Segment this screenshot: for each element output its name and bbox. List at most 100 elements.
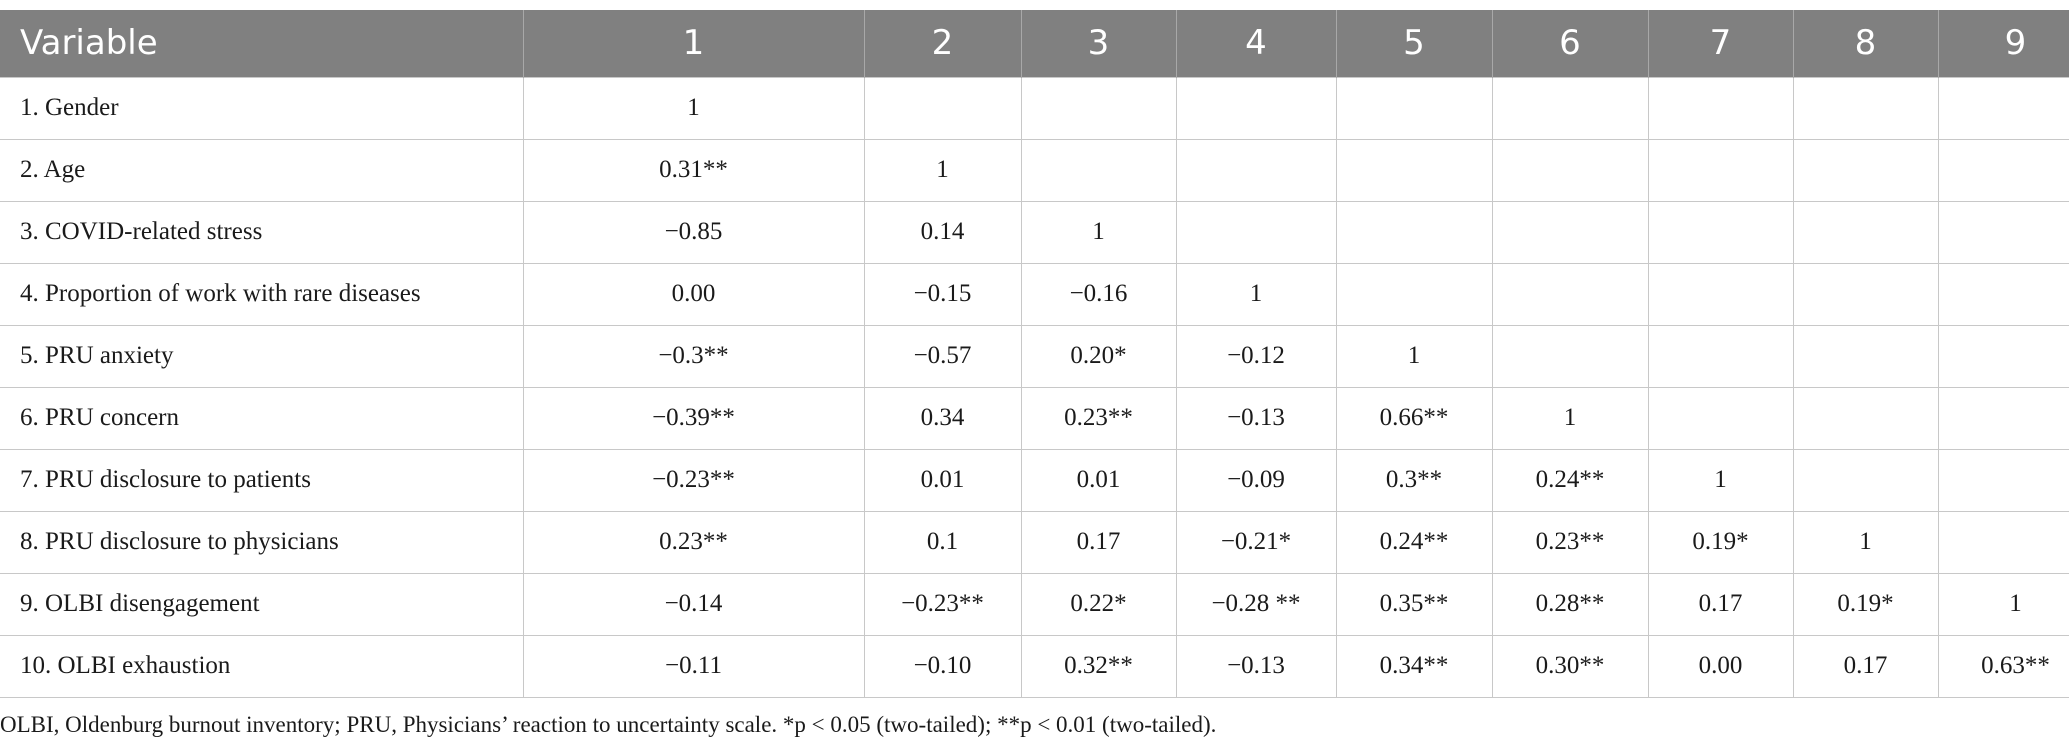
variable-name-cell: 1. Gender [0, 76, 524, 140]
correlation-cell: −0.57 [863, 324, 1022, 388]
correlation-cell [1937, 200, 2069, 264]
correlation-cell: 0.63** [1937, 634, 2069, 698]
correlation-cell [1792, 138, 1939, 202]
correlation-cell: −0.3** [522, 324, 865, 388]
variable-name-cell: 10. OLBI exhaustion [0, 634, 524, 698]
table-row: 5. PRU anxiety −0.3** −0.57 0.20* −0.12 1 [0, 324, 2069, 388]
correlation-cell: 0.00 [1647, 634, 1794, 698]
correlation-cell [1175, 200, 1337, 264]
correlation-cell: 0.17 [1792, 634, 1939, 698]
correlation-cell [1335, 262, 1493, 326]
correlation-cell: −0.21* [1175, 510, 1337, 574]
correlation-cell: 1 [1937, 572, 2069, 636]
correlation-cell: 0.14 [863, 200, 1022, 264]
table-row: 2. Age 0.31** 1 [0, 138, 2069, 202]
correlation-cell: −0.14 [522, 572, 865, 636]
variable-name-cell: 8. PRU disclosure to physicians [0, 510, 524, 574]
correlation-cell: 0.3** [1335, 448, 1493, 512]
header-row: Variable12345678910 [0, 10, 2069, 77]
correlation-cell: 0.30** [1491, 634, 1649, 698]
correlation-cell: −0.12 [1175, 324, 1337, 388]
correlation-cell [1792, 386, 1939, 450]
correlation-cell [1937, 448, 2069, 512]
correlation-cell [1792, 262, 1939, 326]
correlation-cell: −0.09 [1175, 448, 1337, 512]
table-row: 9. OLBI disengagement −0.14 −0.23** 0.22* −0… [0, 572, 2069, 636]
table-footnote: OLBI, Oldenburg burnout inventory; PRU, … [0, 712, 1217, 737]
variable-name-cell: 6. PRU concern [0, 386, 524, 450]
correlation-cell: −0.23** [522, 448, 865, 512]
correlation-cell: 0.19* [1647, 510, 1794, 574]
correlation-cell: 0.22* [1020, 572, 1177, 636]
correlation-cell: 0.17 [1020, 510, 1177, 574]
table-header: Variable12345678910 [0, 10, 2069, 77]
table-row: 8. PRU disclosure to physicians 0.23** 0.1… [0, 510, 2069, 574]
correlation-cell [1491, 262, 1649, 326]
correlation-cell [1491, 138, 1649, 202]
correlation-cell [1792, 324, 1939, 388]
correlation-cell [1020, 138, 1177, 202]
table-row: 4. Proportion of work with rare diseases… [0, 262, 2069, 326]
correlation-cell: 0.20* [1020, 324, 1177, 388]
correlation-cell [1491, 324, 1649, 388]
variable-name-cell: 7. PRU disclosure to patients [0, 448, 524, 512]
correlation-cell: 0.01 [863, 448, 1022, 512]
correlation-cell: 1 [1175, 262, 1337, 326]
correlation-cell: 0.32** [1020, 634, 1177, 698]
correlation-cell [1020, 76, 1177, 140]
variable-name-cell: 9. OLBI disengagement [0, 572, 524, 636]
correlation-cell [1792, 448, 1939, 512]
correlation-cell [1937, 262, 2069, 326]
correlation-cell [1647, 200, 1794, 264]
correlation-cell [1335, 200, 1493, 264]
correlation-cell: 0.17 [1647, 572, 1794, 636]
correlation-cell: −0.23** [863, 572, 1022, 636]
correlation-cell: 0.34** [1335, 634, 1493, 698]
correlation-cell: 0.01 [1020, 448, 1177, 512]
correlation-cell [1647, 138, 1794, 202]
correlation-cell: 0.35** [1335, 572, 1493, 636]
correlation-cell: 0.23** [1491, 510, 1649, 574]
table-row: 6. PRU concern −0.39** 0.34 0.23** −0.13 0.66… [0, 386, 2069, 450]
correlation-cell [1937, 138, 2069, 202]
correlation-cell: 1 [1020, 200, 1177, 264]
table-row: 3. COVID-related stress −0.85 0.14 1 [0, 200, 2069, 264]
column-header-7: 7 [1647, 10, 1793, 77]
correlation-cell: 0.31** [522, 138, 865, 202]
table-body: 1. Gender 1 2. Age 0.31** 1 3. COVID-related … [0, 76, 2069, 698]
correlation-cell: −0.15 [863, 262, 1022, 326]
correlation-cell: 0.28** [1491, 572, 1649, 636]
correlation-cell [1647, 386, 1794, 450]
correlation-cell [1647, 324, 1794, 388]
correlation-cell: 1 [863, 138, 1022, 202]
correlation-cell: 0.34 [863, 386, 1022, 450]
variable-name-cell: 5. PRU anxiety [0, 324, 524, 388]
column-header-1: 1 [522, 10, 864, 77]
correlation-cell: −0.16 [1020, 262, 1177, 326]
correlation-cell: −0.13 [1175, 386, 1337, 450]
column-header-4: 4 [1175, 10, 1336, 77]
correlation-cell [1491, 200, 1649, 264]
correlation-cell [1647, 76, 1794, 140]
table-row: 7. PRU disclosure to patients −0.23** 0.01… [0, 448, 2069, 512]
correlation-cell: −0.39** [522, 386, 865, 450]
column-header-6: 6 [1491, 10, 1648, 77]
column-header-3: 3 [1020, 10, 1176, 77]
correlation-cell: 1 [1491, 386, 1649, 450]
correlation-cell [1937, 76, 2069, 140]
table-row: 1. Gender 1 [0, 76, 2069, 140]
correlation-cell [1647, 262, 1794, 326]
correlation-cell [1491, 76, 1649, 140]
correlation-cell: −0.85 [522, 200, 865, 264]
correlation-cell: 1 [1792, 510, 1939, 574]
correlation-cell [1937, 324, 2069, 388]
correlation-cell: 0.66** [1335, 386, 1493, 450]
correlation-cell: 0.23** [1020, 386, 1177, 450]
variable-name-cell: 4. Proportion of work with rare diseases [0, 262, 524, 326]
correlation-cell [1335, 138, 1493, 202]
correlation-cell: −0.11 [522, 634, 865, 698]
column-header-5: 5 [1335, 10, 1492, 77]
correlation-cell: 0.23** [522, 510, 865, 574]
column-header-9: 9 [1937, 10, 2069, 77]
